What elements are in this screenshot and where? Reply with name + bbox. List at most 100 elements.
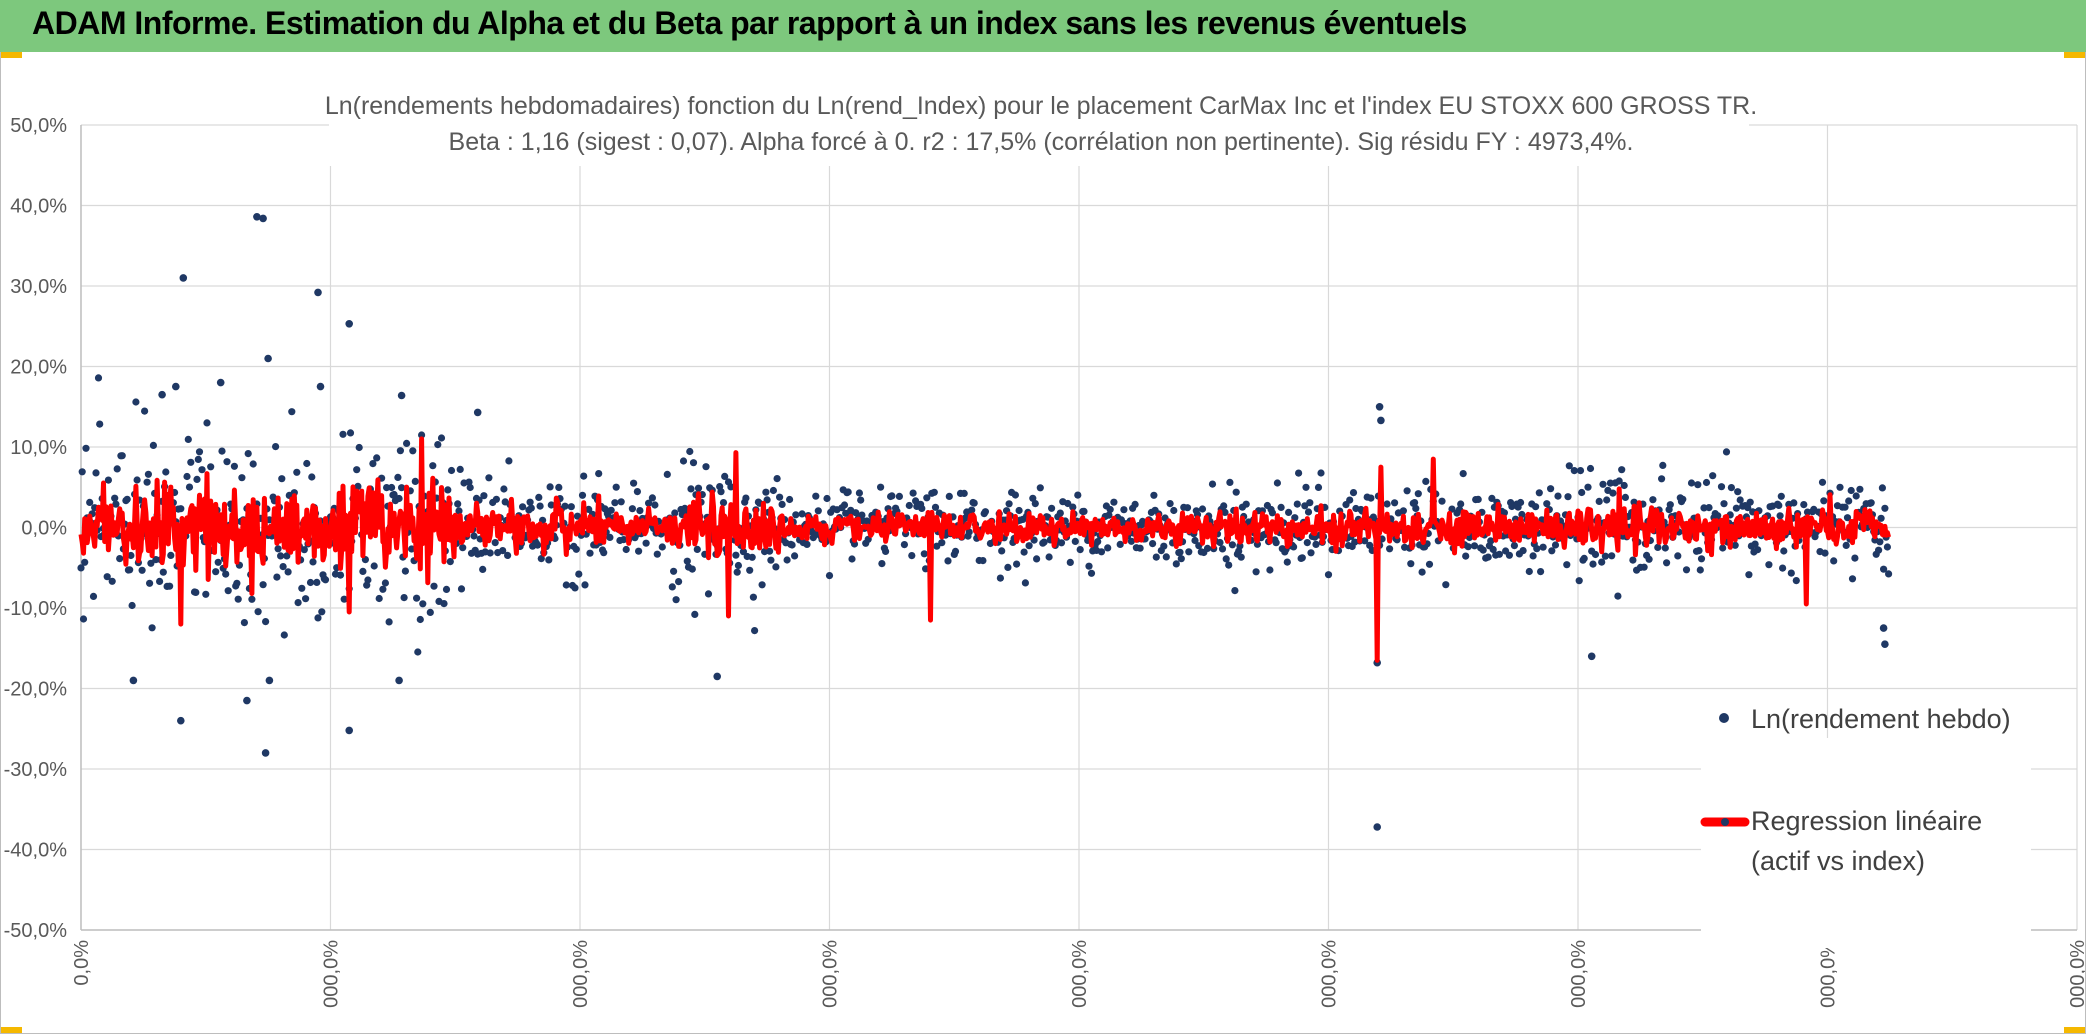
data-point <box>345 726 354 735</box>
data-point <box>1375 403 1384 411</box>
data-point <box>1302 483 1310 491</box>
data-point <box>1532 503 1540 511</box>
data-point <box>1554 492 1562 500</box>
data-point <box>138 566 146 574</box>
data-point <box>1373 823 1381 831</box>
data-point <box>184 435 192 443</box>
data-point <box>527 504 535 512</box>
data-point <box>1564 493 1572 501</box>
legend-line-label-1: Regression linéaire <box>1751 806 1982 836</box>
data-point <box>149 441 157 449</box>
data-point <box>354 482 362 490</box>
data-point <box>303 459 311 468</box>
data-point <box>1598 558 1606 566</box>
data-point <box>970 499 978 507</box>
data-point <box>840 501 849 509</box>
data-point <box>693 545 701 553</box>
data-point <box>767 556 775 564</box>
data-point <box>1266 566 1274 574</box>
data-point <box>1064 499 1072 508</box>
data-point <box>658 543 666 551</box>
data-point <box>998 547 1006 555</box>
data-point <box>1731 541 1739 549</box>
x-tick-label: 0,0% <box>71 940 93 986</box>
data-point <box>456 465 464 473</box>
data-point <box>144 470 152 478</box>
data-point <box>1177 555 1185 563</box>
data-point <box>1674 552 1682 560</box>
data-point <box>466 483 474 492</box>
data-point <box>1484 553 1492 561</box>
data-point <box>288 408 296 416</box>
data-point <box>1487 537 1495 545</box>
data-point <box>979 557 987 565</box>
data-point <box>965 528 973 536</box>
legend-line-point-marker <box>1721 818 1729 826</box>
data-point <box>734 561 743 570</box>
data-point <box>234 595 242 603</box>
data-point <box>491 539 499 547</box>
data-point <box>1576 467 1585 475</box>
data-point <box>1136 544 1144 552</box>
data-point <box>1821 549 1829 557</box>
data-point <box>203 419 211 427</box>
chart-title: Ln(rendements hebdomadaires) fonction du… <box>325 92 1757 120</box>
data-point <box>1880 565 1888 573</box>
regression-line <box>78 436 1892 663</box>
data-point <box>103 573 111 581</box>
data-point <box>1015 506 1023 515</box>
data-point <box>1106 505 1114 514</box>
data-point <box>918 504 926 512</box>
data-point <box>1011 491 1020 499</box>
data-point <box>397 391 406 400</box>
data-point <box>413 594 421 602</box>
data-point <box>1412 504 1420 512</box>
data-point <box>1020 548 1028 556</box>
x-tick-label: 000,0% <box>1568 940 1590 1008</box>
data-point <box>442 585 451 594</box>
data-point <box>612 483 620 491</box>
x-tick-label: 000,0% <box>1818 940 1840 1008</box>
data-point <box>1149 540 1157 548</box>
data-point <box>218 447 226 455</box>
data-point <box>465 478 473 486</box>
data-point <box>648 494 657 502</box>
data-point <box>1535 489 1543 497</box>
data-point <box>1780 547 1788 555</box>
data-point <box>688 565 696 573</box>
data-point <box>1744 504 1752 512</box>
data-point <box>375 594 383 603</box>
data-point <box>222 570 230 578</box>
data-point <box>1722 448 1731 456</box>
data-point <box>1057 539 1066 547</box>
data-point <box>254 608 262 616</box>
data-point <box>1005 500 1013 508</box>
data-point <box>1533 545 1541 553</box>
data-point <box>773 475 781 483</box>
data-point <box>278 475 286 483</box>
data-point <box>1218 545 1227 553</box>
data-point <box>112 500 120 508</box>
data-point <box>683 557 691 565</box>
data-point <box>1470 542 1479 550</box>
data-point <box>1836 483 1844 491</box>
data-point <box>671 509 679 517</box>
data-point <box>379 585 387 593</box>
data-point <box>383 484 391 492</box>
data-point <box>1252 568 1260 576</box>
data-point <box>1071 537 1079 545</box>
data-point <box>1595 497 1603 505</box>
data-point <box>418 431 426 439</box>
y-tick-label: -50,0% <box>4 920 68 942</box>
data-point <box>202 590 210 598</box>
data-point <box>1220 502 1228 510</box>
data-point <box>778 500 786 508</box>
data-point <box>1391 499 1399 507</box>
data-point <box>1694 481 1702 489</box>
data-point <box>113 465 121 473</box>
data-point <box>1399 507 1407 515</box>
data-point <box>758 581 766 589</box>
data-point <box>1709 472 1717 480</box>
data-point <box>1589 560 1597 568</box>
data-point <box>223 458 231 466</box>
